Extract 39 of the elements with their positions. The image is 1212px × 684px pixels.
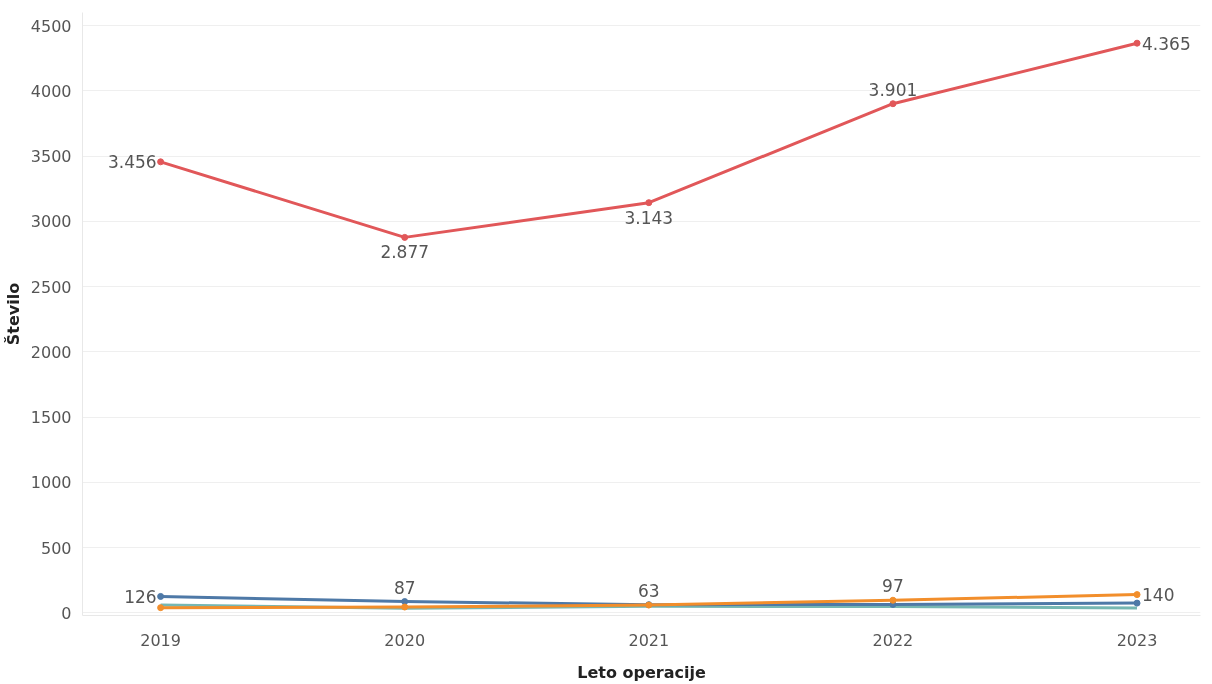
data-label: 4.365 (1142, 33, 1191, 54)
data-label: 140 (1142, 585, 1175, 606)
point (1133, 591, 1141, 599)
data-label: 126 (124, 586, 157, 607)
point (401, 233, 409, 241)
x-tick-label: 2021 (628, 630, 670, 650)
y-tick-label: 0 (61, 603, 72, 623)
data-label: 97 (882, 576, 904, 597)
point (1133, 39, 1141, 47)
data-label: 3.143 (624, 207, 674, 228)
y-tick-label: 4500 (30, 16, 72, 36)
x-tick-label: 2020 (384, 630, 426, 650)
data-label: 87 (393, 577, 416, 598)
y-tick-label: 2500 (30, 277, 72, 297)
y-tick-label: 3000 (30, 212, 72, 232)
point (889, 596, 897, 604)
data-label: 63 (638, 580, 660, 601)
point (157, 158, 165, 166)
x-tick-label: 2019 (140, 630, 181, 650)
y-tick-label: 2000 (30, 342, 72, 362)
point (889, 100, 897, 108)
point (1133, 599, 1141, 607)
data-label: 3.456 (107, 152, 157, 173)
point (157, 604, 165, 612)
point (401, 603, 409, 611)
y-axis-title: Število (3, 282, 23, 346)
point (401, 598, 409, 606)
y-tick-label: 4000 (30, 81, 72, 101)
x-tick-label: 2022 (872, 630, 914, 650)
y-tick-label: 3500 (30, 147, 72, 167)
y-tick-label: 1000 (30, 473, 72, 493)
x-tick-label: 2023 (1116, 630, 1158, 650)
x-axis-title: Leto operacije (577, 662, 706, 682)
point (645, 199, 653, 207)
point (157, 592, 165, 600)
data-label: 2.877 (380, 242, 430, 263)
data-label: 3.901 (868, 79, 918, 100)
y-tick-label: 1500 (30, 408, 72, 428)
y-tick-label: 500 (40, 538, 72, 558)
